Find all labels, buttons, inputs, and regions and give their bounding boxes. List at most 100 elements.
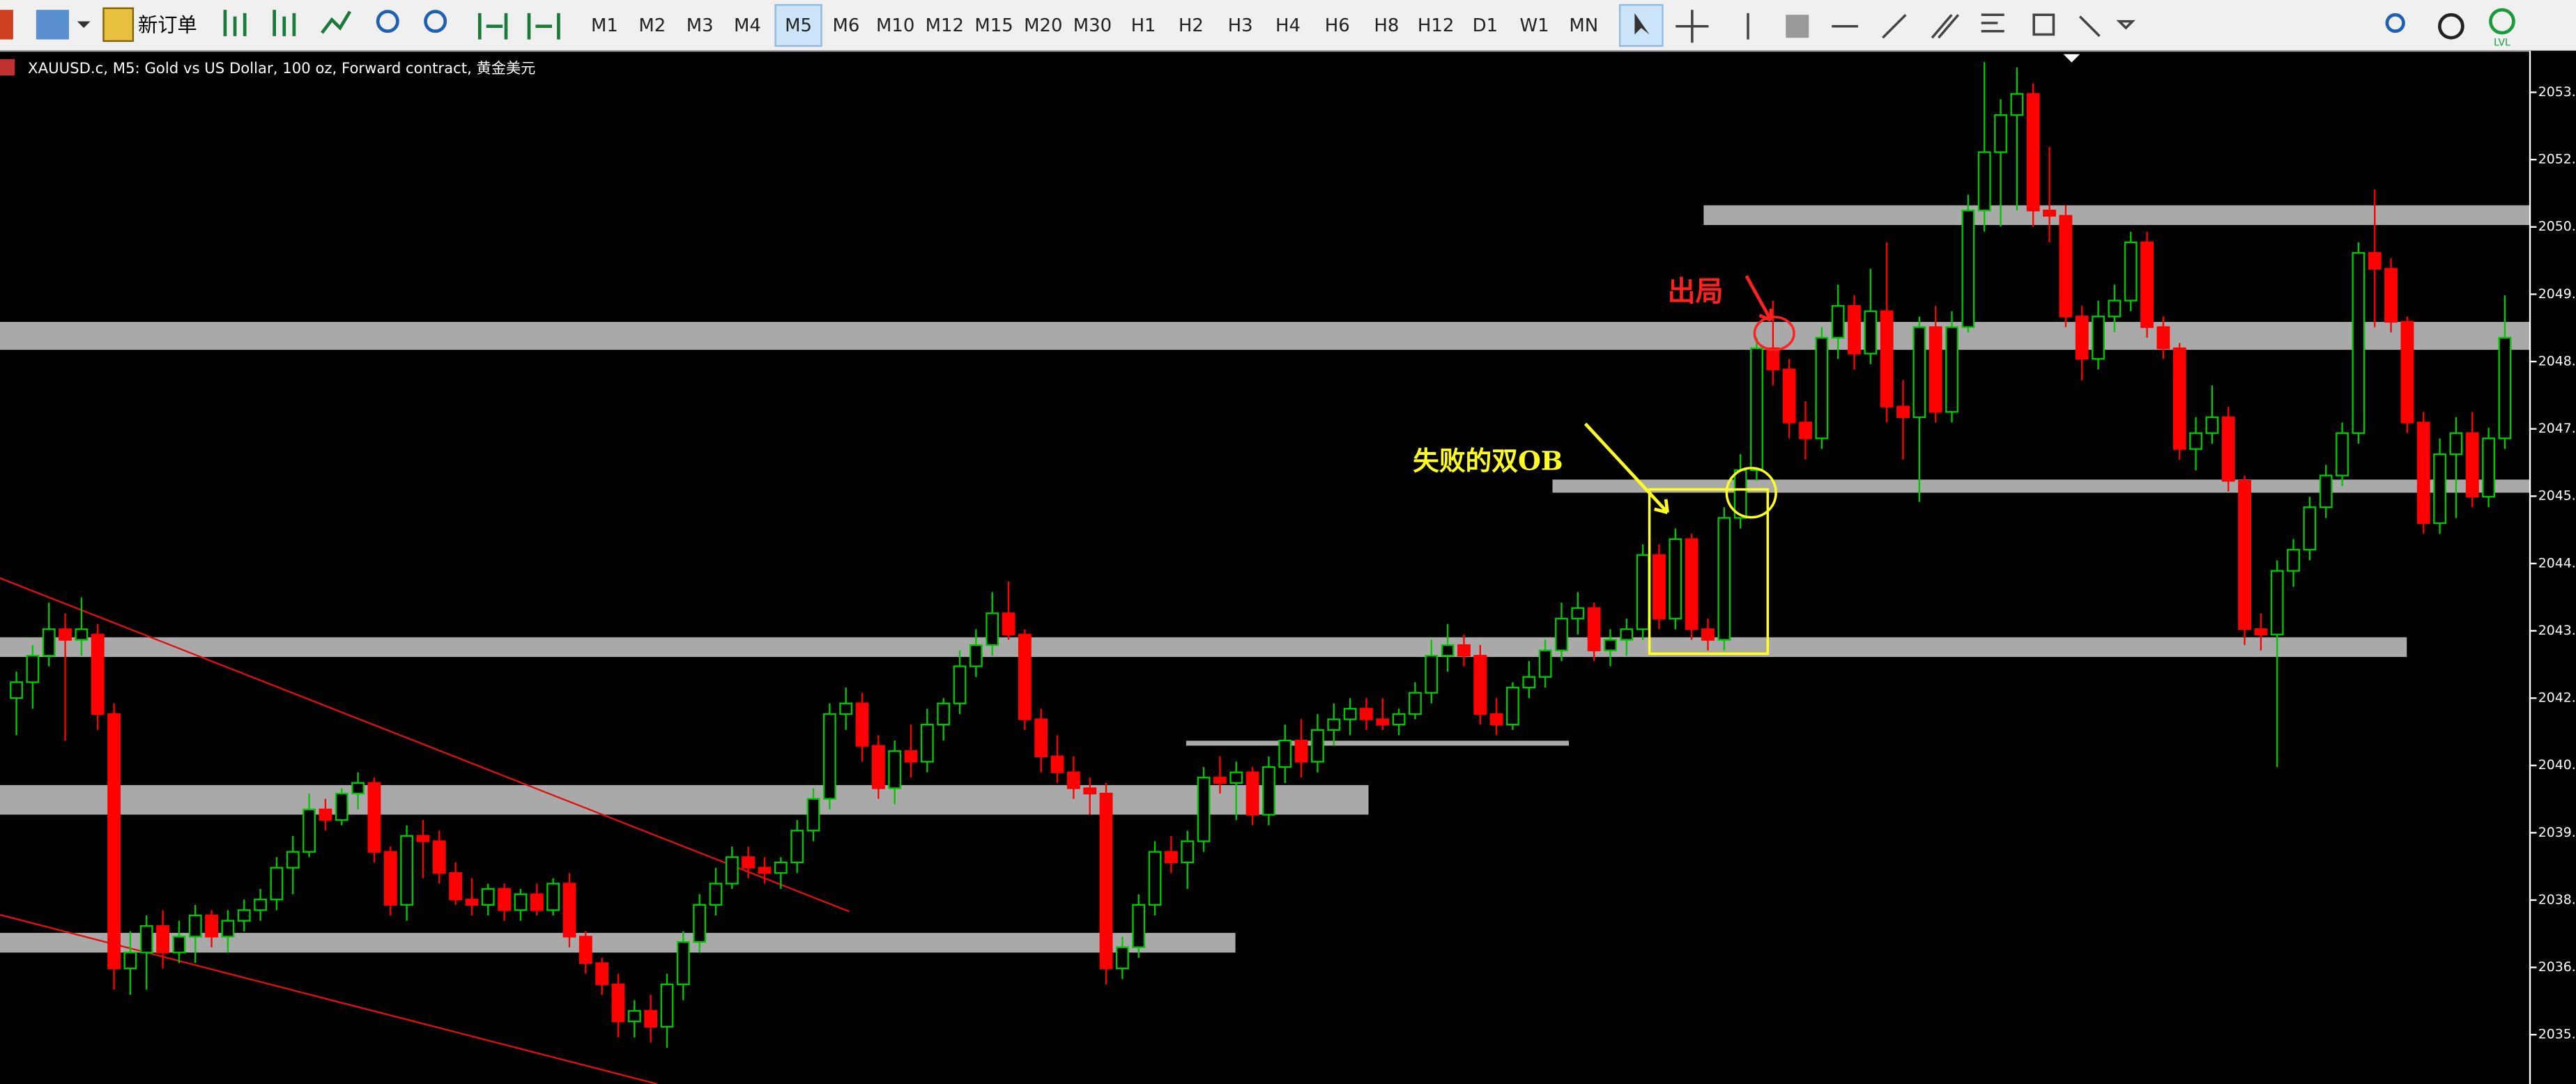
candle-body — [1311, 729, 1324, 763]
circle — [1725, 467, 1777, 519]
y-tick-label: 2038.19 — [2538, 892, 2576, 907]
candle-body — [660, 983, 674, 1028]
tool-icons[interactable] — [1931, 13, 2136, 39]
level-band — [0, 784, 1369, 815]
toolbar: 新订单 LVL M1 M2 M3 M4 M5 M6 M10 M12 M15 M20 M30 H1 H2 H… — [0, 0, 2576, 52]
toolbar-background — [0, 0, 2576, 52]
y-tick-label: 2044.54 — [2538, 556, 2576, 571]
timeframe-button[interactable]: H2 — [1179, 15, 1204, 36]
timeframe-button[interactable]: M15 — [974, 15, 1013, 36]
candle-body — [123, 952, 137, 970]
candle-body — [969, 644, 983, 667]
timeframe-button[interactable]: M20 — [1024, 15, 1062, 36]
zoom-out[interactable] — [424, 10, 447, 33]
candle-body — [1132, 904, 1146, 948]
icon[interactable] — [77, 21, 91, 29]
candle-body — [1717, 517, 1731, 641]
candle-body — [2172, 347, 2186, 450]
timeframe-button[interactable]: M2 — [638, 15, 666, 36]
y-tick-label: 2042.00 — [2538, 691, 2576, 706]
candle-body — [822, 713, 836, 800]
icon[interactable] — [321, 10, 352, 34]
candle-body — [611, 983, 625, 1023]
candle-body — [1912, 326, 1926, 419]
level-icon[interactable] — [2489, 8, 2515, 35]
candle-body — [1115, 946, 1129, 970]
zoom-in[interactable] — [376, 10, 399, 33]
tool-icons[interactable] — [1676, 10, 1907, 43]
y-tick-label: 2039.46 — [2538, 826, 2576, 840]
candle-body — [676, 940, 690, 986]
candles — [10, 62, 2512, 1048]
icon[interactable] — [223, 10, 247, 36]
candle-body — [2156, 326, 2170, 350]
timeframe-button[interactable]: D1 — [1473, 15, 1498, 36]
icon[interactable] — [102, 7, 135, 42]
candle-body — [1262, 766, 1275, 816]
annotations: 出局 失败的双OB — [1413, 274, 1795, 656]
candle-body — [514, 893, 528, 911]
candle-body — [1864, 310, 1878, 355]
candle-body — [1245, 771, 1259, 816]
level-band — [0, 322, 2530, 350]
candle-body — [2221, 416, 2235, 482]
level-band — [1703, 205, 2530, 225]
candle-body — [530, 893, 544, 911]
timeframe-button[interactable]: M1 — [591, 15, 618, 36]
tool-icon[interactable] — [1786, 15, 1809, 38]
candle-body — [1229, 771, 1243, 784]
y-tick-label: 2052.16 — [2538, 153, 2576, 167]
timeframe-button[interactable]: M30 — [1073, 15, 1112, 36]
candle-body — [449, 872, 463, 901]
new-order[interactable]: 新订单 — [138, 14, 197, 37]
candle-body — [1685, 538, 1699, 630]
candle-body — [172, 936, 186, 954]
candle-body — [986, 612, 999, 646]
timeframe-button[interactable]: W1 — [1520, 15, 1549, 36]
timeframe-button[interactable]: H12 — [1418, 15, 1454, 36]
timeframe-button[interactable]: H4 — [1275, 15, 1301, 36]
candle-body — [546, 883, 560, 911]
candle-body — [2092, 316, 2105, 360]
candle-body — [1083, 787, 1097, 795]
candle-body — [383, 851, 397, 906]
candle-body — [1538, 649, 1552, 678]
icon[interactable] — [273, 10, 296, 36]
candle-body — [2352, 251, 2366, 434]
timeframe-button[interactable]: M3 — [687, 15, 714, 36]
candle-body — [2124, 241, 2138, 302]
candle-body — [1620, 628, 1634, 641]
timeframe-button[interactable]: H3 — [1228, 15, 1253, 36]
timeframe-button[interactable]: M5 — [785, 15, 812, 36]
icon[interactable] — [36, 10, 69, 40]
symbol-label: XAUUSD.c, M5: Gold vs US Dollar, 100 oz,… — [28, 60, 535, 77]
arrow — [1584, 422, 1669, 514]
candle-body — [1961, 209, 1975, 328]
timeframe-button[interactable]: M6 — [833, 15, 860, 36]
timeframe-button[interactable]: M12 — [926, 15, 964, 36]
failed-ob-annotation: 失败的双OB — [1413, 445, 1563, 476]
timeframe-button[interactable]: H8 — [1374, 15, 1399, 36]
timeframe-selected[interactable] — [774, 3, 822, 47]
timeframe-button[interactable]: H6 — [1325, 15, 1350, 36]
account[interactable] — [2438, 13, 2464, 40]
timeframe-button[interactable]: H1 — [1131, 15, 1156, 36]
candle-body — [2075, 316, 2089, 360]
icon[interactable] — [0, 10, 13, 40]
candle-body — [481, 888, 495, 906]
candle-body — [1002, 612, 1015, 636]
search[interactable] — [2385, 13, 2405, 33]
cursor-button[interactable] — [1618, 3, 1664, 47]
timeframe-button[interactable]: M4 — [734, 15, 761, 36]
icon[interactable] — [477, 13, 508, 40]
timeframe-button[interactable]: MN — [1569, 15, 1598, 36]
candle-body — [2043, 209, 2056, 217]
icon[interactable] — [527, 13, 560, 40]
candle-body — [254, 899, 268, 911]
candle-body — [839, 702, 853, 715]
candle-body — [1327, 718, 1341, 731]
candle-body — [2108, 300, 2122, 318]
timeframe-button[interactable]: M10 — [876, 15, 914, 36]
level-band — [1552, 479, 2530, 493]
